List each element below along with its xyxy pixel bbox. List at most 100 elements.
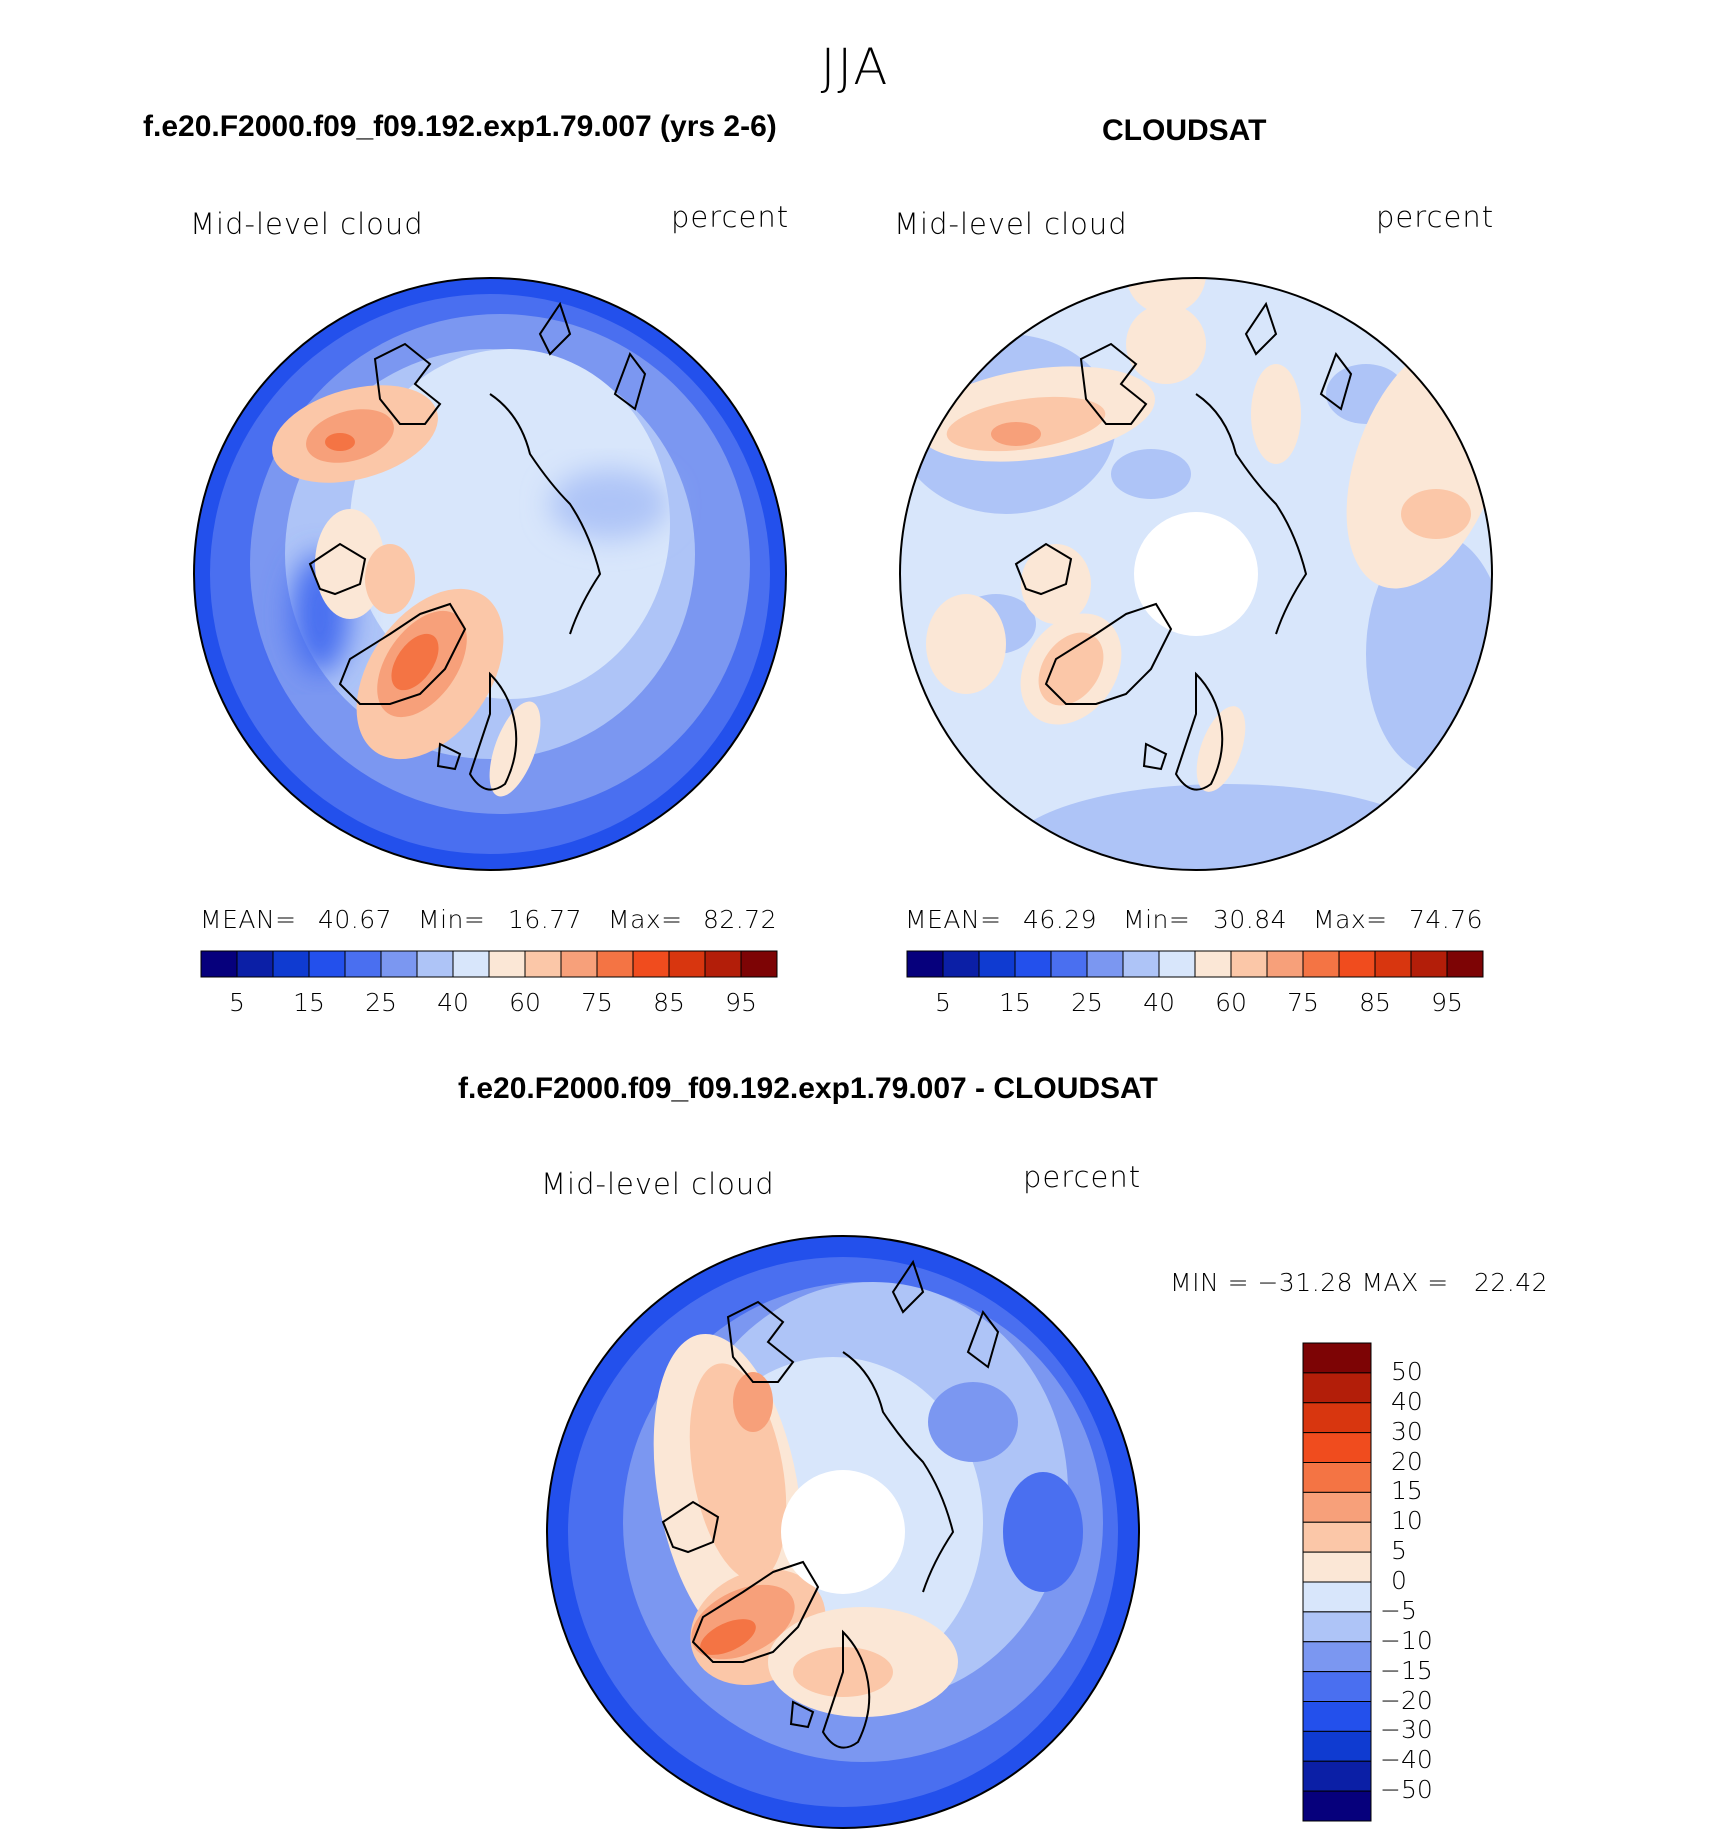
panel3-units: percent [1023, 1160, 1142, 1194]
panel2-max-label: Max= [1313, 905, 1388, 934]
colorbar-box [1302, 1790, 1372, 1822]
panel1-min-value: 16.77 [508, 905, 583, 934]
colorbar-tick-label: 95 [725, 988, 757, 1017]
panel2-units: percent [1376, 200, 1495, 234]
colorbar-box [1302, 1671, 1372, 1702]
season-title: JJA [820, 38, 890, 96]
colorbar-tick-label: 50 [1391, 1356, 1423, 1386]
colorbar-tick-label: −10 [1380, 1625, 1433, 1655]
colorbar-tick-label: 25 [1071, 988, 1103, 1017]
colorbar-box [1302, 1342, 1372, 1374]
colorbar-box [452, 950, 490, 978]
colorbar-box [1122, 950, 1160, 978]
colorbar-box [1302, 1641, 1372, 1673]
colorbar-tick-label: 25 [365, 988, 397, 1017]
colorbar-box [560, 950, 598, 978]
colorbar-box [906, 950, 944, 978]
colorbar-box [1230, 950, 1268, 978]
colorbar-box [740, 950, 778, 978]
colorbar-tick-label: −40 [1380, 1745, 1433, 1775]
colorbar-tick-label: 5 [935, 988, 951, 1017]
panel3-colorbar [1302, 1342, 1372, 1822]
colorbar-box [236, 950, 274, 978]
colorbar-box [1302, 1701, 1372, 1732]
colorbar-box [1374, 950, 1412, 978]
panel1-mean-value: 40.67 [318, 905, 393, 934]
colorbar-tick-label: 95 [1431, 988, 1463, 1017]
colorbar-box [1302, 1432, 1372, 1463]
colorbar-box [1302, 1730, 1372, 1762]
colorbar-box [1158, 950, 1196, 978]
colorbar-tick-label: 15 [999, 988, 1031, 1017]
colorbar-box [1302, 1760, 1372, 1792]
panel3-map [546, 1235, 1140, 1829]
panel2-min-label: Min= [1123, 905, 1191, 934]
colorbar-box [416, 950, 454, 978]
colorbar-box [1302, 1521, 1372, 1553]
panel1-units: percent [671, 200, 790, 234]
colorbar-tick-label: 40 [437, 988, 469, 1017]
panel3-min-max: MIN = −31.28 MAX = 22.42 [1170, 1268, 1549, 1297]
panel2-min-value: 30.84 [1213, 905, 1288, 934]
panel1-max-label: Max= [608, 905, 683, 934]
colorbar-tick-label: −5 [1380, 1595, 1417, 1625]
colorbar-tick-label: 20 [1391, 1446, 1423, 1476]
colorbar-box [272, 950, 310, 978]
colorbar-box [308, 950, 346, 978]
colorbar-tick-label: −50 [1380, 1775, 1433, 1805]
colorbar-box [704, 950, 742, 978]
panel2-colorbar [906, 950, 1484, 978]
panel1-mean-label: MEAN= [200, 905, 297, 934]
colorbar-box [1086, 950, 1124, 978]
colorbar-tick-label: −15 [1380, 1655, 1433, 1685]
panel2-map [899, 277, 1493, 871]
colorbar-box [488, 950, 526, 978]
colorbar-box [1014, 950, 1052, 978]
colorbar-box [942, 950, 980, 978]
colorbar-box [1050, 950, 1088, 978]
colorbar-tick-label: 10 [1391, 1506, 1423, 1536]
colorbar-box [380, 950, 418, 978]
panel1-variable: Mid-level cloud [190, 207, 424, 241]
panel3-title: f.e20.F2000.f09_f09.192.exp1.79.007 - CL… [458, 1072, 1158, 1105]
colorbar-tick-label: 60 [509, 988, 541, 1017]
colorbar-tick-label: 15 [293, 988, 325, 1017]
colorbar-box [1302, 1402, 1372, 1434]
colorbar-box [1266, 950, 1304, 978]
colorbar-tick-label: 0 [1391, 1566, 1407, 1595]
colorbar-box [1302, 1462, 1372, 1493]
colorbar-tick-label: 85 [1359, 988, 1391, 1017]
colorbar-tick-label: 75 [581, 988, 613, 1017]
colorbar-box [344, 950, 382, 978]
colorbar-tick-label: 15 [1391, 1476, 1423, 1506]
panel2-title: CLOUDSAT [1102, 114, 1267, 147]
colorbar-box [668, 950, 706, 978]
colorbar-tick-label: −30 [1380, 1715, 1433, 1745]
colorbar-tick-label: 40 [1143, 988, 1175, 1017]
colorbar-tick-label: 40 [1391, 1386, 1423, 1416]
colorbar-tick-label: 5 [1391, 1536, 1407, 1566]
colorbar-box [200, 950, 238, 978]
panel2-variable: Mid-level cloud [894, 207, 1128, 241]
colorbar-box [1194, 950, 1232, 978]
colorbar-tick-label: 75 [1287, 988, 1319, 1017]
panel2-mean-value: 46.29 [1023, 905, 1098, 934]
panel1-max-value: 82.72 [703, 905, 778, 934]
colorbar-box [1338, 950, 1376, 978]
panel3-variable: Mid-level cloud [541, 1167, 775, 1201]
panel1-colorbar [200, 950, 778, 978]
colorbar-box [1302, 1551, 1372, 1583]
colorbar-box [524, 950, 562, 978]
colorbar-tick-label: 5 [229, 988, 245, 1017]
colorbar-box [1302, 1372, 1372, 1404]
colorbar-box [1446, 950, 1484, 978]
colorbar-box [1302, 1491, 1372, 1523]
colorbar-box [596, 950, 634, 978]
panel2-mean-label: MEAN= [905, 905, 1002, 934]
colorbar-tick-label: 30 [1391, 1416, 1423, 1446]
colorbar-tick-label: 60 [1215, 988, 1247, 1017]
panel1-title: f.e20.F2000.f09_f09.192.exp1.79.007 (yrs… [143, 110, 777, 143]
colorbar-tick-label: −20 [1380, 1685, 1433, 1715]
colorbar-box [1302, 1581, 1372, 1613]
colorbar-box [1302, 1611, 1372, 1643]
